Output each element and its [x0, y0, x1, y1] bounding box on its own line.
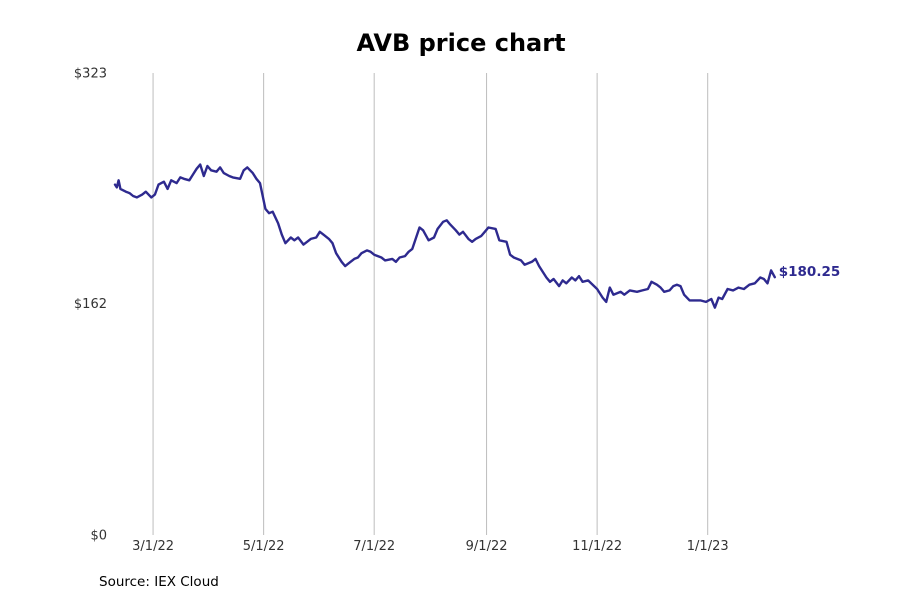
- price-line: [113, 163, 776, 309]
- chart-title: AVB price chart: [356, 29, 565, 57]
- x-axis-ticks: 3/1/22 5/1/22 7/1/22 9/1/22 11/1/22 1/1/23: [132, 539, 728, 554]
- x-tick-label: 5/1/22: [243, 539, 285, 554]
- series-layer: $180.25: [113, 163, 841, 309]
- y-tick-label: $323: [74, 67, 107, 82]
- x-tick-label: 3/1/22: [132, 539, 174, 554]
- y-axis-ticks: $0 $162 $323: [74, 67, 107, 544]
- y-tick-label: $162: [74, 297, 107, 312]
- x-tick-label: 9/1/22: [466, 539, 508, 554]
- x-tick-label: 7/1/22: [353, 539, 395, 554]
- source-note: Source: IEX Cloud: [99, 574, 219, 590]
- y-tick-label: $0: [90, 529, 107, 544]
- gridlines: [152, 73, 709, 535]
- x-tick-label: 11/1/22: [572, 539, 622, 554]
- x-tick-label: 1/1/23: [687, 539, 729, 554]
- last-price-label: $180.25: [779, 264, 841, 280]
